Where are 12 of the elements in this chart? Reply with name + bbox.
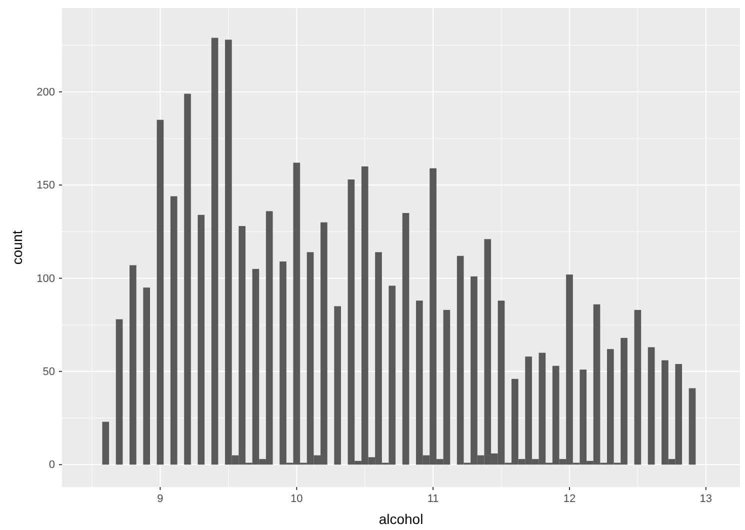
y-tick-label: 50 [42, 366, 55, 378]
y-tick-label: 0 [48, 459, 55, 472]
x-axis-title: alcohol [378, 511, 424, 527]
y-tick-label: 100 [36, 272, 55, 285]
x-tick-label: 12 [563, 492, 576, 505]
y-axis-title: count [9, 230, 25, 265]
x-tick-label: 10 [290, 492, 303, 505]
x-tick-label: 13 [700, 492, 712, 505]
y-tick-label: 150 [36, 180, 55, 192]
x-tick-label: 11 [427, 492, 439, 505]
x-tick-label: 9 [157, 492, 164, 505]
y-tick-label: 200 [36, 86, 55, 98]
